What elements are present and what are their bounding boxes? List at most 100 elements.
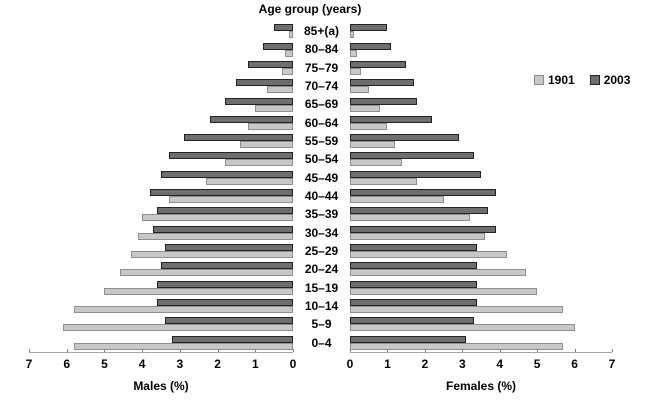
bar-1901 — [285, 49, 293, 57]
axis-tick — [387, 349, 389, 352]
tick-label: 7 — [25, 357, 33, 371]
bar-row-65–69 — [29, 95, 293, 113]
bar-1901 — [350, 232, 485, 240]
bar-2003 — [149, 189, 293, 197]
bar-row-35–39 — [29, 205, 293, 223]
bar-2003 — [350, 207, 489, 215]
bar-1901 — [168, 196, 293, 204]
bar-2003 — [210, 115, 293, 123]
legend-swatch-1901-icon — [534, 75, 544, 85]
axis-tick — [255, 349, 257, 352]
age-labels-column: 85+(a) 80–84 75–79 70–74 65–69 60–64 55–59 50–5… — [293, 22, 350, 352]
bar-row-25–29 — [29, 242, 293, 260]
bar-row-20–24 — [29, 260, 293, 278]
legend-swatch-2003-icon — [589, 75, 600, 85]
bar-2003 — [350, 244, 478, 252]
bar-2003 — [157, 299, 293, 307]
bar-2003 — [164, 317, 293, 325]
bar-1901 — [130, 251, 293, 259]
age-label: 70–74 — [304, 78, 339, 93]
bar-2003 — [183, 134, 293, 142]
bar-row-70–74 — [29, 77, 293, 95]
age-label: 25–29 — [304, 243, 339, 258]
axis-tick — [104, 349, 106, 352]
bar-row-30–34 — [29, 224, 293, 242]
age-label: 45–49 — [304, 170, 339, 185]
bar-1901 — [350, 196, 444, 204]
bar-row-5–9 — [29, 315, 293, 333]
bar-row-55–59 — [350, 132, 612, 150]
axis-tick — [217, 349, 219, 352]
bar-2003 — [161, 170, 293, 178]
tick-label: 5 — [533, 357, 541, 371]
axis-tick — [293, 349, 294, 352]
bar-row-70–74 — [350, 77, 612, 95]
bar-2003 — [350, 170, 481, 178]
tick-label: 0 — [289, 357, 297, 371]
bar-1901 — [350, 251, 508, 259]
bar-row-0–4 — [350, 334, 612, 352]
bar-1901 — [281, 67, 293, 75]
age-label: 10–14 — [304, 298, 339, 313]
bar-2003 — [350, 317, 474, 325]
age-label: 50–54 — [304, 152, 339, 167]
bar-1901 — [142, 214, 293, 222]
age-label: 60–64 — [304, 115, 339, 130]
bar-row-50–54 — [350, 150, 612, 168]
bar-2003 — [225, 97, 293, 105]
bar-row-10–14 — [29, 297, 293, 315]
bar-2003 — [350, 335, 467, 343]
age-label: 15–19 — [304, 280, 339, 295]
bar-2003 — [350, 60, 407, 68]
bar-row-60–64 — [350, 114, 612, 132]
bar-2003 — [350, 225, 496, 233]
bar-2003 — [161, 262, 293, 270]
age-label: 80–84 — [304, 42, 339, 57]
bar-row-85+(a) — [350, 22, 612, 40]
bar-row-50–54 — [29, 150, 293, 168]
bar-2003 — [157, 207, 293, 215]
legend-item-1901: 1901 — [534, 73, 575, 87]
bar-1901 — [62, 324, 293, 332]
tick-label: 2 — [421, 357, 429, 371]
age-label: 30–34 — [304, 225, 339, 240]
axis-tick — [142, 349, 144, 352]
bar-row-40–44 — [29, 187, 293, 205]
axis-tick — [612, 349, 613, 352]
bar-2003 — [350, 299, 478, 307]
age-label: 65–69 — [304, 97, 339, 112]
bar-row-15–19 — [29, 279, 293, 297]
bar-1901 — [247, 122, 293, 130]
bar-row-45–49 — [29, 169, 293, 187]
axis-tick — [424, 349, 426, 352]
tick-label: 4 — [138, 357, 146, 371]
bar-2003 — [236, 79, 293, 87]
females-x-axis — [350, 349, 613, 353]
bar-1901 — [206, 177, 293, 185]
bar-2003 — [350, 42, 392, 50]
bar-2003 — [247, 60, 293, 68]
bar-1901 — [350, 342, 564, 350]
bar-row-75–79 — [29, 59, 293, 77]
males-tick-labels: 7 6 5 4 3 2 1 0 — [25, 357, 297, 371]
bar-row-30–34 — [350, 224, 612, 242]
bar-1901 — [104, 287, 293, 295]
age-label: 75–79 — [304, 60, 339, 75]
axis-tick — [537, 349, 539, 352]
bar-1901 — [350, 141, 395, 149]
bar-row-25–29 — [350, 242, 612, 260]
bar-1901 — [225, 159, 293, 167]
bar-row-60–64 — [29, 114, 293, 132]
bar-1901 — [350, 49, 358, 57]
bar-2003 — [350, 134, 459, 142]
age-label: 85+(a) — [303, 24, 340, 38]
bar-row-55–59 — [29, 132, 293, 150]
bar-1901 — [138, 232, 293, 240]
bar-1901 — [350, 104, 380, 112]
bar-2003 — [350, 79, 414, 87]
bar-2003 — [350, 97, 418, 105]
bar-row-15–19 — [350, 279, 612, 297]
age-label: 55–59 — [304, 133, 339, 148]
legend-item-2003: 2003 — [589, 73, 630, 87]
